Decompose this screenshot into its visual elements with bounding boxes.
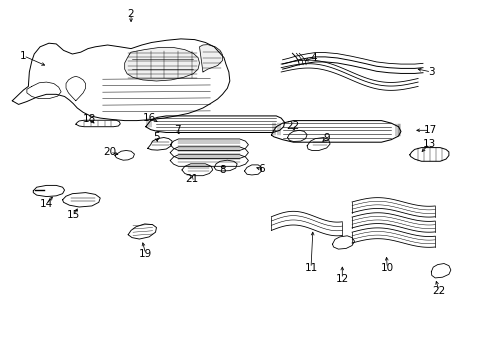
Text: 3: 3 [427,67,434,77]
Text: 21: 21 [184,174,198,184]
Text: 2: 2 [127,9,134,19]
Text: 22: 22 [431,286,445,296]
Text: 19: 19 [139,249,152,259]
Polygon shape [12,39,229,121]
Text: 6: 6 [258,164,264,174]
Polygon shape [332,236,354,249]
Text: 4: 4 [310,53,317,63]
Text: 13: 13 [422,139,435,149]
Text: 7: 7 [173,125,180,135]
Polygon shape [214,160,237,171]
Polygon shape [145,116,284,132]
Polygon shape [115,150,134,160]
Text: 11: 11 [304,263,317,273]
Polygon shape [147,138,172,150]
Text: 20: 20 [103,147,116,157]
Polygon shape [128,224,156,239]
Polygon shape [76,120,120,127]
Polygon shape [430,264,450,278]
Polygon shape [62,193,100,207]
Polygon shape [170,155,248,166]
Text: 17: 17 [423,125,436,135]
Text: 5: 5 [153,132,160,142]
Polygon shape [244,165,261,175]
Text: 9: 9 [323,132,329,143]
Polygon shape [182,164,212,176]
Polygon shape [287,130,306,141]
Text: 22: 22 [285,121,299,131]
Text: 1: 1 [20,51,27,61]
Polygon shape [170,147,248,158]
Polygon shape [409,148,448,161]
Text: 15: 15 [66,210,80,220]
Text: 18: 18 [82,114,96,124]
Text: 12: 12 [335,274,348,284]
Text: 10: 10 [380,263,393,273]
Polygon shape [271,121,400,142]
Text: 8: 8 [219,165,226,175]
Polygon shape [124,48,199,81]
Polygon shape [33,185,64,197]
Polygon shape [199,45,222,72]
Text: 16: 16 [142,113,156,123]
Text: 14: 14 [39,199,53,210]
Polygon shape [306,138,329,150]
Polygon shape [170,139,248,150]
